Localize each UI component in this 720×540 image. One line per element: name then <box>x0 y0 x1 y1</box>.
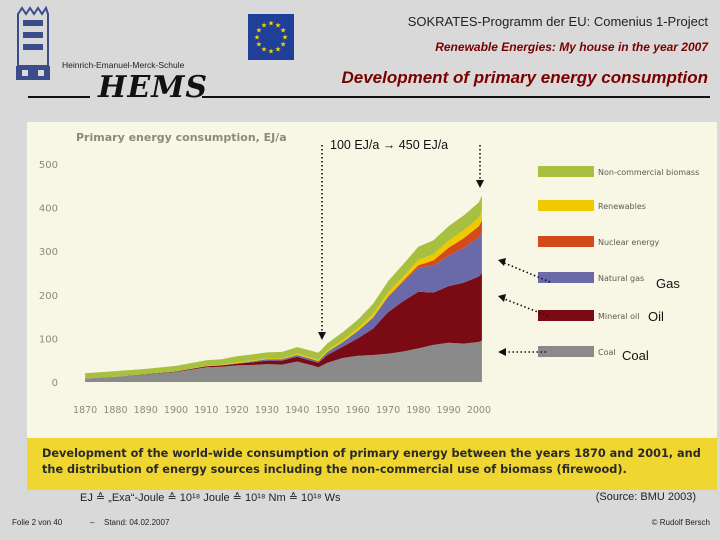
arrow-head-coal <box>498 348 506 356</box>
x-tick-label: 1880 <box>103 405 127 416</box>
footer-author: © Rudolf Bersch <box>651 518 710 527</box>
eu-star-icon: ★ <box>254 34 260 42</box>
arrow-head-1950 <box>318 332 326 340</box>
x-tick-label: 1940 <box>285 405 309 416</box>
growth-annotation: 100 EJ/a → 450 EJ/a <box>330 138 448 152</box>
legend-label-non-commercial-biomass: Non-commercial biomass <box>598 168 699 177</box>
legend-swatch-nuclear-energy <box>538 236 594 247</box>
y-tick-label: 300 <box>39 247 58 258</box>
legend-label-coal: Coal <box>598 348 616 357</box>
legend-swatch-renewables <box>538 200 594 211</box>
legend-swatch-coal <box>538 346 594 357</box>
school-name: Heinrich-Emanuel-Merck-Schule <box>62 60 185 70</box>
x-tick-label: 1950 <box>315 405 339 416</box>
legend-label-mineral-oil: Mineral oil <box>598 312 639 321</box>
y-tick-label: 100 <box>39 334 58 345</box>
eu-star-icon: ★ <box>275 46 281 54</box>
eu-star-icon: ★ <box>275 21 281 29</box>
project-title: Renewable Energies: My house in the year… <box>435 40 708 54</box>
eu-star-icon: ★ <box>268 48 274 56</box>
footer-slide-number: Folie 2 von 40 <box>12 518 63 527</box>
y-tick-label: 500 <box>39 160 58 171</box>
x-tick-label: 1960 <box>346 405 370 416</box>
eu-flag-icon: ★ ★★★★★★★★★★★ <box>248 14 294 60</box>
gas-annotation: Gas <box>656 276 680 291</box>
eu-star-icon: ★ <box>261 46 267 54</box>
footer-date: Stand: 04.02.2007 <box>104 518 170 527</box>
divider-left <box>28 96 90 98</box>
divider-right <box>202 96 710 98</box>
x-tick-label: 1920 <box>225 405 249 416</box>
x-tick-label: 1930 <box>255 405 279 416</box>
arrow-head-oil <box>498 294 506 302</box>
chart-title: Primary energy consumption, EJ/a <box>76 131 287 144</box>
legend-swatch-non-commercial-biomass <box>538 166 594 177</box>
chart-panel <box>27 122 717 438</box>
school-crest-icon <box>16 6 50 80</box>
arrow-head-gas <box>498 258 506 266</box>
page-title: Development of primary energy consumptio… <box>341 68 708 87</box>
caption-box <box>27 438 717 490</box>
area-coal <box>85 340 482 382</box>
program-title: SOKRATES-Programm der EU: Comenius 1-Pro… <box>407 14 708 29</box>
legend-label-natural-gas: Natural gas <box>598 274 644 283</box>
x-tick-label: 1990 <box>437 405 461 416</box>
x-tick-label: 1900 <box>164 405 188 416</box>
x-tick-label: 1890 <box>134 405 158 416</box>
footer-separator: – <box>90 518 95 527</box>
x-tick-label: 1870 <box>73 405 97 416</box>
arrow-head-2000 <box>476 180 484 188</box>
caption-text: Development of the world-wide consumptio… <box>42 447 701 476</box>
y-tick-label: 400 <box>39 204 58 215</box>
source-note: (Source: BMU 2003) <box>595 491 696 503</box>
arrow-gas <box>501 261 551 283</box>
x-tick-label: 1970 <box>376 405 400 416</box>
y-tick-label: 200 <box>39 291 58 302</box>
school-logo: HEMS <box>98 70 209 105</box>
y-tick-label: 0 <box>52 378 58 389</box>
x-tick-label: 1980 <box>406 405 430 416</box>
area-mineral-oil <box>85 273 482 379</box>
x-tick-label: 1910 <box>194 405 218 416</box>
eu-star-icon: ★ <box>280 41 286 49</box>
legend-swatch-natural-gas <box>538 272 594 283</box>
coal-annotation: Coal <box>622 348 649 363</box>
oil-annotation: Oil <box>648 309 664 324</box>
legend-label-nuclear-energy: Nuclear energy <box>598 238 659 247</box>
eu-star-icon: ★ <box>282 34 288 42</box>
unit-note: EJ ≙ „Exa“-Joule ≙ 10¹⁸ Joule ≙ 10¹⁸ Nm … <box>80 492 341 504</box>
eu-star-icon: ★ <box>261 21 267 29</box>
legend-label-renewables: Renewables <box>598 202 646 211</box>
eu-star-icon: ★ <box>280 27 286 35</box>
eu-star-icon: ★ <box>256 41 262 49</box>
legend-swatch-mineral-oil <box>538 310 594 321</box>
eu-star-icon: ★ <box>268 20 274 28</box>
eu-star-icon: ★ <box>256 27 262 35</box>
x-tick-label: 2000 <box>467 405 491 416</box>
arrow-oil <box>501 297 549 317</box>
